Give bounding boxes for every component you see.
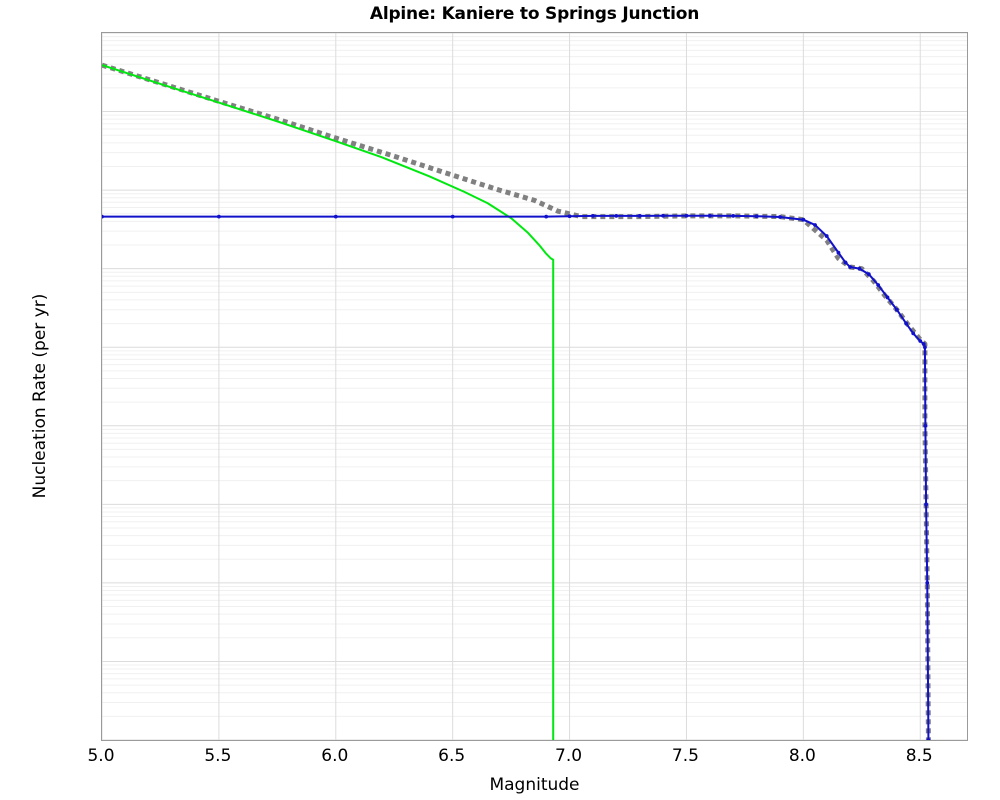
series-marker [876,283,881,287]
plot-area [101,32,968,741]
series-marker [894,307,899,312]
x-tick-label: 6.0 [321,746,349,766]
x-tick-label: 5.0 [87,746,115,766]
series-marker [216,214,221,219]
x-tick-label: 8.5 [905,746,933,766]
series-marker [923,423,928,428]
series-marker [866,272,871,277]
series-marker [926,738,931,740]
x-axis-label: Magnitude [489,775,580,795]
series-gray-dotted-gr [102,62,931,740]
series-marker [591,213,595,218]
x-tick-label: 7.0 [555,746,583,766]
series-marker [778,215,782,219]
series-marker [848,265,853,269]
x-tick-label: 5.5 [204,746,232,766]
series-marker [843,260,848,265]
series-green-solid-tapered [102,64,555,740]
series-marker [544,214,549,219]
series-marker [614,213,619,218]
series-marker [904,321,909,326]
x-tick-label: 8.0 [788,746,816,766]
series-marker [911,331,916,336]
series-marker [333,214,338,219]
series-marker [921,342,926,346]
series-marker [754,214,759,219]
series-marker [924,502,928,507]
series-marker [661,213,665,218]
series-marker [450,214,455,219]
series-marker [923,345,927,350]
chart-title: Alpine: Kaniere to Springs Junction [369,4,700,24]
plot-canvas [102,33,967,740]
series-marker [684,213,689,218]
series-marker [731,213,736,218]
series-marker [836,250,841,255]
series-marker [885,295,890,300]
series-marker [824,234,829,238]
series-marker [918,339,923,343]
series-marker [857,266,862,271]
series-marker [567,214,572,219]
x-tick-label: 6.5 [438,746,466,766]
series-marker [925,580,930,585]
x-tick-label: 7.5 [671,746,699,766]
series-marker [813,223,817,227]
series-marker [707,213,712,218]
series-marker [637,213,642,218]
series-marker [801,217,806,222]
series-marker [102,214,104,219]
